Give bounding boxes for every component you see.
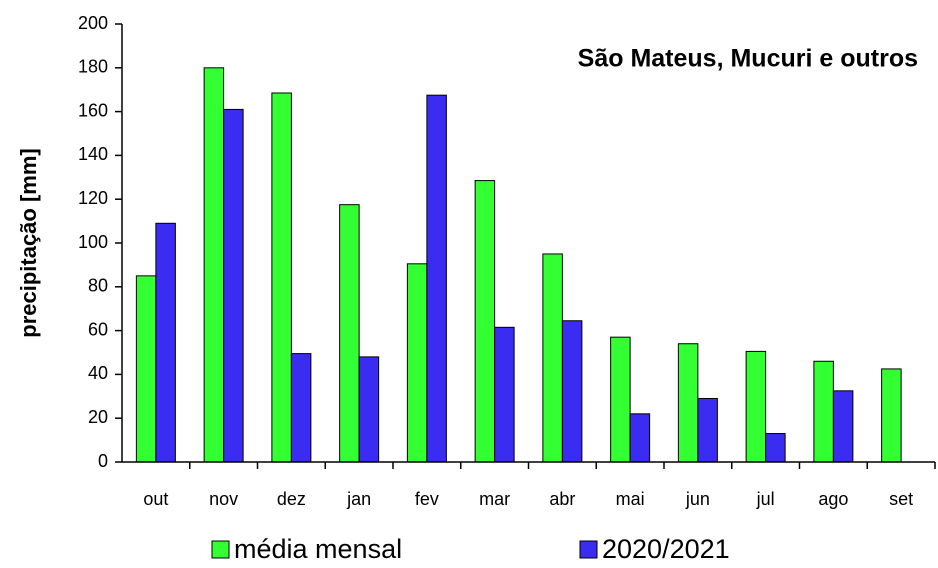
bar: [881, 368, 902, 463]
y-tick-label: 40: [88, 363, 108, 383]
bar: [203, 67, 225, 463]
bar: [745, 350, 767, 463]
bar: [271, 92, 292, 463]
bar: [765, 433, 786, 463]
legend-swatch: [579, 540, 598, 559]
x-tick-label: fev: [415, 489, 439, 509]
bar: [494, 326, 515, 463]
bar: [339, 204, 360, 463]
y-tick-label: 160: [78, 100, 108, 120]
bar: [223, 108, 244, 463]
x-tick-label: jul: [756, 489, 775, 509]
legend-swatch: [211, 540, 230, 559]
y-tick-label: 0: [98, 451, 108, 471]
x-tick-label: jan: [346, 489, 371, 509]
x-tick-label: jun: [685, 489, 710, 509]
x-tick-label: nov: [209, 489, 238, 509]
x-tick-label: mai: [616, 489, 645, 509]
bar: [610, 336, 631, 463]
bar: [832, 390, 854, 463]
bar: [426, 94, 447, 463]
bar: [629, 413, 651, 463]
x-tick-label: mar: [479, 489, 510, 509]
y-tick-label: 100: [78, 232, 108, 252]
bar: [290, 353, 312, 463]
bar: [155, 222, 176, 463]
y-tick-label: 140: [78, 144, 108, 164]
y-tick-label: 80: [88, 276, 108, 296]
bar: [813, 360, 834, 463]
legend-label: média mensal: [234, 534, 402, 564]
bar: [561, 320, 583, 463]
bar: [677, 343, 699, 463]
x-tick-label: ago: [818, 489, 848, 509]
y-tick-label: 120: [78, 188, 108, 208]
y-tick-label: 180: [78, 57, 108, 77]
y-axis-label: precipitação [mm]: [16, 148, 41, 338]
y-tick-label: 60: [88, 319, 108, 339]
bar: [358, 356, 380, 463]
legend-label: 2020/2021: [602, 534, 730, 564]
bar: [474, 180, 496, 463]
bar: [542, 253, 563, 463]
y-tick-label: 20: [88, 407, 108, 427]
bar: [135, 275, 157, 463]
x-tick-label: dez: [277, 489, 306, 509]
bar: [406, 263, 428, 463]
x-tick-label: set: [889, 489, 913, 509]
chart-title: São Mateus, Mucuri e outros: [578, 45, 918, 73]
x-tick-label: out: [143, 489, 168, 509]
y-tick-label: 200: [78, 13, 108, 33]
bar: [697, 397, 718, 463]
x-tick-label: abr: [549, 489, 575, 509]
